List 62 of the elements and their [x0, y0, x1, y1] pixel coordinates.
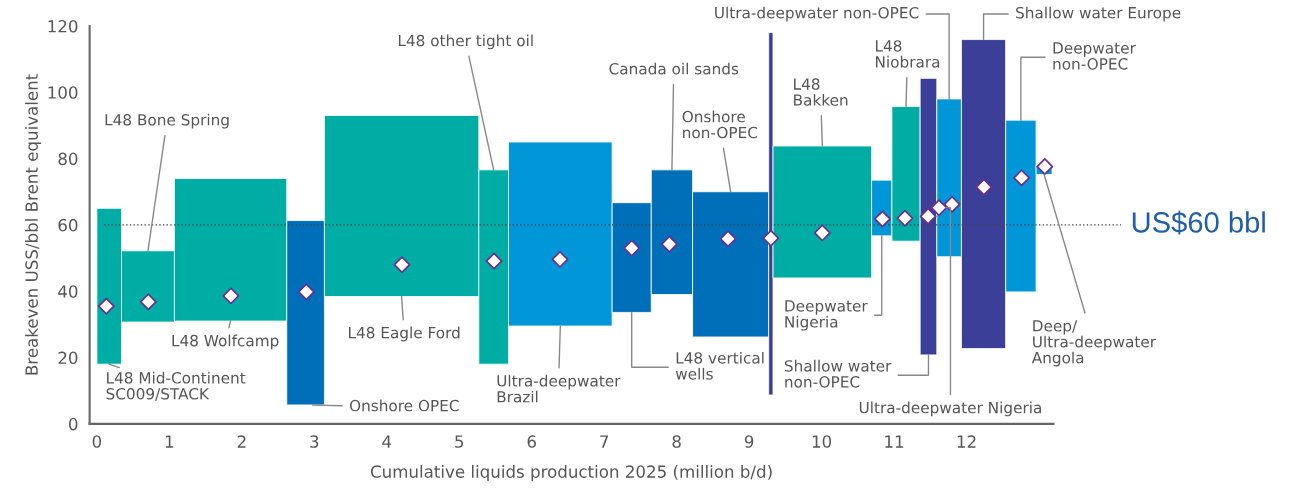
ref-line-label: US$60 bbl	[1132, 210, 1265, 235]
x-tick-label: 11	[885, 435, 904, 448]
point	[975, 178, 993, 196]
y-tick-label: 80	[58, 152, 78, 166]
x-tick-label: 10	[812, 435, 832, 448]
x-tick-label: 12	[957, 435, 976, 448]
point	[1036, 158, 1054, 175]
annotation: Onshore OPEC	[349, 399, 459, 412]
point	[222, 287, 240, 305]
annotation: Deepwater Nigeria	[785, 300, 868, 331]
annotation: Shallow water non-OPEC	[784, 359, 892, 388]
point	[813, 224, 831, 242]
point	[874, 210, 891, 228]
y-tick-label: 0	[69, 417, 78, 431]
annotation: L48 Wolfcamp	[172, 334, 279, 350]
annotation: L48 Bone Spring	[105, 113, 229, 129]
annotation: Shallow water Europe	[1016, 6, 1181, 22]
annotation: Onshore non-OPEC	[682, 110, 758, 139]
annotation: L48 vertical wells	[675, 351, 764, 380]
annotation: Deepwater non-OPEC	[1053, 42, 1136, 70]
x-tick-label: 9	[744, 435, 754, 448]
annotation: Deep/ Ultra-deepwater Angola	[1031, 320, 1157, 367]
point	[623, 239, 641, 257]
point	[930, 199, 948, 217]
x-tick-label: 5	[455, 435, 464, 448]
x-tick-label: 4	[382, 435, 392, 448]
point	[97, 297, 115, 315]
annotation: L48 Mid-Continent SC009/STACK	[106, 371, 246, 401]
x-tick-label: 1	[165, 435, 174, 448]
point	[660, 235, 678, 253]
x-tick-label: 0	[92, 435, 102, 448]
point	[896, 209, 914, 227]
annotation: Canada oil sands	[609, 62, 739, 75]
x-axis-title: Cumulative liquids production 2025 (million b/d)	[370, 464, 772, 482]
point	[485, 252, 503, 270]
y-tick-label: 20	[58, 351, 78, 365]
annotation: L48 other tight oil	[398, 34, 533, 50]
point	[943, 195, 961, 213]
annotation: Ultra-deepwater Brazil	[497, 374, 621, 403]
x-tick-label: 6	[527, 435, 536, 448]
annotation: L48 Niobrara	[875, 40, 940, 68]
point	[551, 250, 569, 268]
point	[139, 293, 157, 311]
point	[1013, 169, 1031, 187]
x-tick-label: 8	[672, 435, 681, 448]
y-tick-label: 40	[58, 285, 78, 298]
point	[762, 229, 780, 247]
annotation: Ultra-deepwater non-OPEC	[715, 6, 919, 22]
x-tick-label: 3	[310, 435, 319, 448]
point	[393, 256, 411, 274]
annotation: L48 Bakken	[794, 78, 848, 106]
point	[719, 230, 737, 248]
y-tick-label: 120	[48, 19, 78, 33]
y-tick-label: 60	[58, 218, 78, 232]
y-tick-label: 100	[48, 86, 78, 99]
y-axis-title: Breakeven USS/bbl Brent equivalent	[25, 74, 42, 375]
annotation: Ultra-deepwater Nigeria	[859, 401, 1041, 417]
point	[297, 283, 315, 301]
point	[919, 207, 937, 225]
annotation: L48 Eagle Ford	[348, 326, 460, 342]
x-tick-label: 2	[237, 435, 246, 448]
x-tick-label: 7	[600, 435, 609, 448]
